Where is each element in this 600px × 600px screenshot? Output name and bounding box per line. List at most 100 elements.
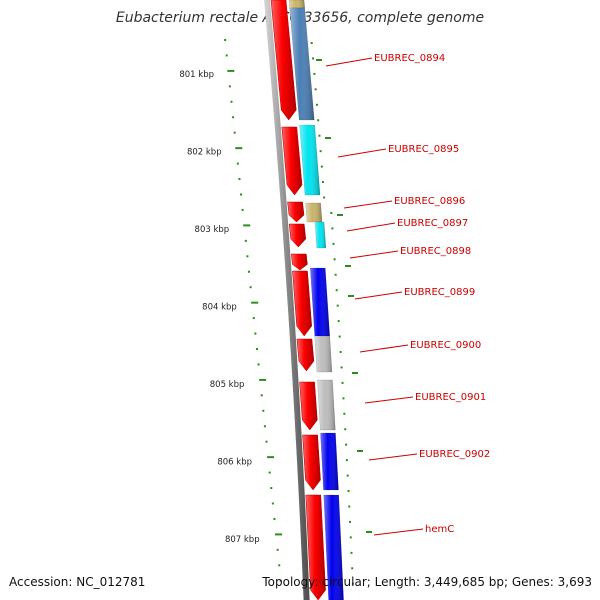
- backbone-line: [264, 0, 310, 600]
- minor-tick: [345, 459, 348, 462]
- minor-tick: [249, 286, 252, 289]
- gene-tick: [357, 450, 363, 452]
- minor-tick: [241, 208, 244, 211]
- minor-tick: [232, 116, 235, 119]
- gene-label: EUBREC_0896: [343, 196, 465, 209]
- minor-tick: [340, 366, 343, 369]
- minor-tick: [263, 425, 266, 428]
- minor-tick: [350, 551, 353, 554]
- svg-text:EUBREC_0896: EUBREC_0896: [394, 196, 465, 207]
- gene-label: EUBREC_0895: [337, 144, 459, 158]
- svg-text:EUBREC_0899: EUBREC_0899: [404, 287, 475, 298]
- minor-tick: [330, 211, 333, 214]
- svg-text:EUBREC_0894: EUBREC_0894: [374, 53, 445, 64]
- minor-tick: [342, 397, 345, 400]
- minor-tick: [254, 332, 257, 335]
- minor-tick: [331, 227, 334, 230]
- minor-tick: [333, 258, 336, 261]
- minor-tick: [238, 178, 241, 181]
- tick-label: 807 kbp: [225, 535, 260, 545]
- tick-label: 805 kbp: [210, 380, 245, 390]
- forward-gene-arrow: [287, 201, 305, 223]
- gene-label: hemC: [373, 524, 454, 536]
- accession-text: Accession: NC_012781: [9, 575, 146, 589]
- minor-tick: [317, 119, 320, 122]
- major-tick: [227, 69, 235, 72]
- minor-tick: [247, 270, 250, 273]
- minor-tick: [345, 443, 348, 446]
- svg-text:EUBREC_0900: EUBREC_0900: [410, 340, 481, 351]
- reverse-gene-block: [305, 202, 323, 223]
- minor-tick: [347, 490, 350, 493]
- gene-label: EUBREC_0897: [346, 218, 468, 232]
- minor-tick: [224, 39, 227, 41]
- minor-tick: [332, 242, 335, 245]
- minor-tick: [240, 193, 243, 196]
- minor-tick: [246, 255, 249, 258]
- tick-label: 802 kbp: [187, 148, 222, 158]
- minor-tick: [315, 103, 318, 106]
- major-tick: [267, 456, 275, 459]
- gene-tick: [366, 531, 372, 533]
- minor-tick: [312, 57, 315, 60]
- minor-tick: [319, 150, 322, 153]
- gene-tick: [337, 214, 343, 216]
- minor-tick: [321, 181, 324, 184]
- reverse-gene-block: [314, 221, 327, 249]
- minor-tick: [279, 579, 282, 582]
- minor-tick: [225, 54, 228, 57]
- major-tick: [243, 224, 251, 227]
- minor-tick: [228, 85, 231, 88]
- forward-gene-arrow: [291, 253, 308, 271]
- minor-tick: [343, 412, 346, 415]
- minor-tick: [236, 162, 239, 165]
- minor-tick: [278, 564, 281, 567]
- minor-tick: [252, 317, 255, 320]
- minor-tick: [349, 536, 352, 539]
- forward-gene-arrow: [302, 434, 321, 491]
- minor-tick: [351, 582, 354, 585]
- minor-tick: [276, 548, 279, 551]
- minor-tick: [337, 320, 340, 323]
- forward-gene-arrow: [281, 126, 303, 196]
- minor-tick: [310, 42, 313, 44]
- minor-tick: [313, 72, 316, 75]
- reverse-gene-block: [299, 124, 321, 196]
- forward-gene-arrow: [270, 0, 297, 121]
- minor-tick: [318, 134, 321, 137]
- tick-label: 801 kbp: [179, 70, 214, 80]
- minor-tick: [348, 505, 351, 508]
- gene-label: EUBREC_0894: [325, 53, 445, 67]
- svg-text:EUBREC_0898: EUBREC_0898: [400, 246, 471, 257]
- minor-tick: [341, 381, 344, 384]
- gene-tick: [348, 295, 354, 297]
- minor-tick: [255, 348, 258, 350]
- tick-label: 806 kbp: [217, 458, 252, 468]
- gene-tick: [352, 372, 358, 374]
- forward-gene-arrow: [288, 223, 307, 248]
- minor-tick: [268, 471, 271, 474]
- minor-tick: [273, 517, 276, 520]
- minor-tick: [265, 440, 268, 443]
- gene-label: EUBREC_0900: [359, 340, 481, 353]
- major-tick: [251, 301, 259, 304]
- tick-label: 803 kbp: [195, 225, 230, 235]
- svg-text:EUBREC_0895: EUBREC_0895: [388, 144, 459, 155]
- minor-tick: [323, 196, 326, 199]
- reverse-gene-block: [288, 0, 305, 9]
- minor-tick: [257, 363, 260, 366]
- gene-label: EUBREC_0901: [364, 392, 486, 404]
- minor-tick: [334, 273, 337, 276]
- minor-tick: [244, 239, 247, 242]
- forward-gene-arrow: [296, 338, 315, 372]
- minor-tick: [338, 335, 341, 338]
- svg-text:EUBREC_0901: EUBREC_0901: [415, 392, 486, 403]
- forward-gene-arrow: [299, 381, 318, 431]
- minor-tick: [336, 304, 339, 307]
- reverse-gene-block: [323, 494, 344, 600]
- svg-text:EUBREC_0902: EUBREC_0902: [419, 449, 490, 460]
- minor-tick: [314, 88, 317, 91]
- minor-tick: [271, 502, 274, 505]
- gene-label: EUBREC_0902: [368, 449, 490, 461]
